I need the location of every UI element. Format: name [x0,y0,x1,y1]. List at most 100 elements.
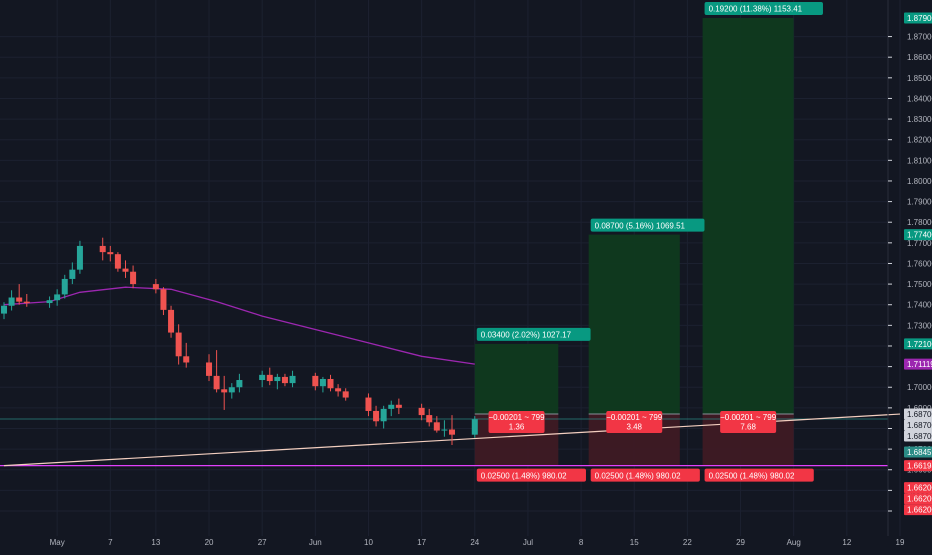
entry-label-line1-2: −0.00201 ~ 799 [606,413,663,422]
time-tick-label: 27 [258,538,267,547]
position-tools[interactable] [474,18,794,466]
candle [175,324,182,365]
time-axis[interactable]: May 7 13 20 27 Jun 10 17 24 Jul 8 15 22 29 Aug 12 19 [0,536,932,550]
candle [54,289,61,306]
price-label-text: 1.68459 [907,448,932,457]
price-label: 1.66198 [904,460,932,472]
time-tick-label: 10 [364,538,373,547]
entry-label-line2-1: 1.36 [509,423,525,432]
price-label: 1.66200 [904,504,932,516]
candle [221,375,228,410]
candle-body [54,294,61,301]
stop-label-2: 0.02500 (1.48%) 980.02 [595,471,681,480]
time-tick-label: Aug [787,538,801,547]
candle [342,388,349,401]
price-axis[interactable]: 1.640001.650001.660001.670001.680001.690… [887,0,932,550]
candle [471,416,478,438]
candle [168,305,175,338]
candle-body [433,422,440,431]
profit-zone-2[interactable] [588,234,680,415]
entry-label-line1-3: −0.00201 ~ 799 [720,413,777,422]
candle-body [441,429,448,431]
candle [114,252,121,272]
candle [259,370,266,388]
candle-body [395,404,402,408]
price-label-box [904,504,932,516]
price-label-box [904,493,932,505]
indicator-lines [0,286,901,467]
price-tick-label: 1.82000 [907,136,932,145]
candle [130,265,137,289]
candle [23,293,30,307]
candle [61,274,68,299]
target-label-3: 0.19200 (11.38%) 1153.41 [709,5,803,14]
price-label-box [904,446,932,458]
entry-label-line2-3: 7.68 [740,423,756,432]
candle [274,373,281,390]
time-tick-label: 8 [579,538,584,547]
candle-body [259,374,266,381]
candle [312,372,319,391]
candle [8,290,15,311]
price-label-box [904,358,932,370]
profit-zone-3[interactable] [702,18,794,415]
candle-body [23,301,30,304]
candle [76,240,83,274]
stop-label-box-1 [476,468,586,482]
profit-zone-1[interactable] [474,343,559,415]
price-label: 1.66200 [904,482,932,494]
candle [426,408,433,427]
stop-label-box-3 [704,468,814,482]
price-label-text: 1.77400 [907,231,932,240]
price-tick-label: 1.73000 [907,321,932,330]
price-label-box [904,430,932,442]
candle [395,398,402,415]
time-tick-label: 15 [630,538,639,547]
price-label-text: 1.68700 [907,410,932,419]
price-tick-label: 1.80000 [907,177,932,186]
price-tick-label: 1.85000 [907,74,932,83]
candle [46,296,53,308]
candle-body [69,269,76,279]
stop-label-3: 0.02500 (1.48%) 980.02 [709,471,795,480]
candle-body [213,375,220,390]
candle [152,278,159,294]
candle-body [426,415,433,423]
time-tick-label: 29 [736,538,745,547]
candle-body [221,389,228,393]
price-label-text: 1.87900 [907,14,932,23]
candle-body [471,419,478,435]
candle-body [327,378,334,389]
candle-body [380,408,387,422]
price-tick-label: 1.74000 [907,301,932,310]
price-label-text: 1.68700 [907,432,932,441]
price-label-box [904,408,932,420]
candle-body [175,332,182,357]
candle [206,354,213,382]
candle [122,260,129,278]
time-tick-label: 20 [205,538,214,547]
candle-body [274,376,281,382]
price-tick-label: 1.84000 [907,94,932,103]
candle [266,367,273,386]
candle-body [418,407,425,416]
candle [289,370,296,388]
candle [319,376,326,393]
candle-body [99,245,106,253]
candle [281,373,288,387]
time-tick-label: 19 [896,538,905,547]
candle [107,245,114,262]
price-tick-label: 1.79000 [907,198,932,207]
candle [213,350,220,393]
time-tick-label: Jun [309,538,322,547]
candle [1,302,7,320]
candle [373,405,380,427]
candle-body [206,362,213,376]
price-label-text: 1.71119 [907,360,932,369]
candle-body [1,305,7,314]
price-tick-label: 1.83000 [907,115,932,124]
candle-body [266,374,273,382]
candle-body [76,245,83,270]
